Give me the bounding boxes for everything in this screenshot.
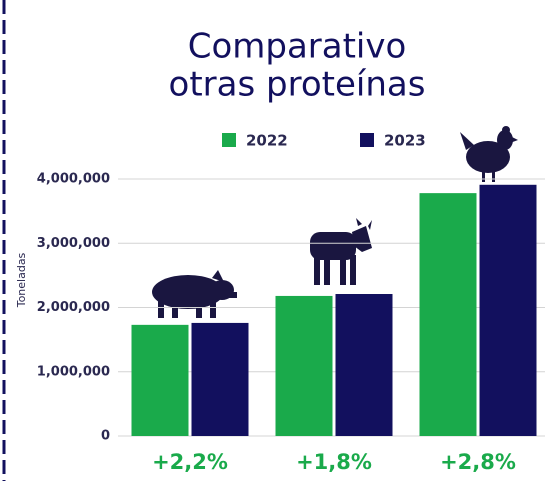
y-tick-label: 3,000,000	[37, 236, 110, 251]
annotation: +1,8%	[296, 450, 372, 474]
annotation: +2,2%	[152, 450, 228, 474]
legend-swatch	[222, 133, 236, 147]
chart: Comparativo otras proteínas Toneladas 0 1…	[0, 0, 553, 481]
bar	[192, 323, 249, 436]
y-tick-label: 2,000,000	[37, 300, 110, 315]
bar	[420, 193, 477, 436]
y-axis-label: Toneladas	[15, 252, 28, 308]
bar	[276, 296, 333, 436]
chart-subtitle: otras proteínas	[169, 65, 426, 105]
y-tick-label: 4,000,000	[37, 172, 110, 187]
bar	[480, 185, 537, 436]
annotation: +2,8%	[440, 450, 516, 474]
y-tick-label: 1,000,000	[37, 364, 110, 379]
bar	[132, 325, 189, 436]
bar	[336, 294, 393, 436]
legend-swatch	[360, 133, 374, 147]
chart-title: Comparativo	[188, 27, 407, 67]
legend-label: 2023	[384, 132, 426, 150]
y-tick-label: 0	[101, 429, 110, 444]
legend-label: 2022	[246, 132, 288, 150]
